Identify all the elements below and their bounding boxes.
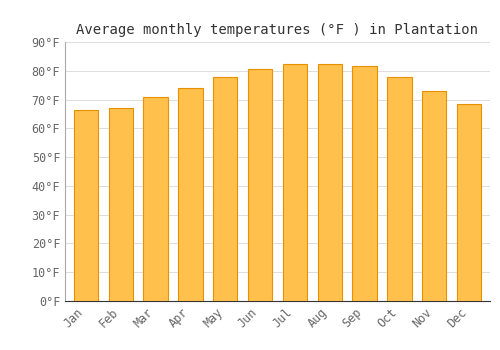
Bar: [178, 88, 203, 301]
Bar: [248, 69, 272, 301]
Bar: [213, 77, 238, 301]
Title: Average monthly temperatures (°F ) in Plantation: Average monthly temperatures (°F ) in Pl…: [76, 23, 478, 37]
Bar: [318, 64, 342, 301]
Bar: [108, 108, 133, 301]
Bar: [387, 77, 411, 301]
Bar: [422, 91, 446, 301]
Bar: [352, 66, 377, 301]
Bar: [144, 97, 168, 301]
Bar: [457, 104, 481, 301]
Bar: [74, 110, 98, 301]
Bar: [282, 64, 307, 301]
